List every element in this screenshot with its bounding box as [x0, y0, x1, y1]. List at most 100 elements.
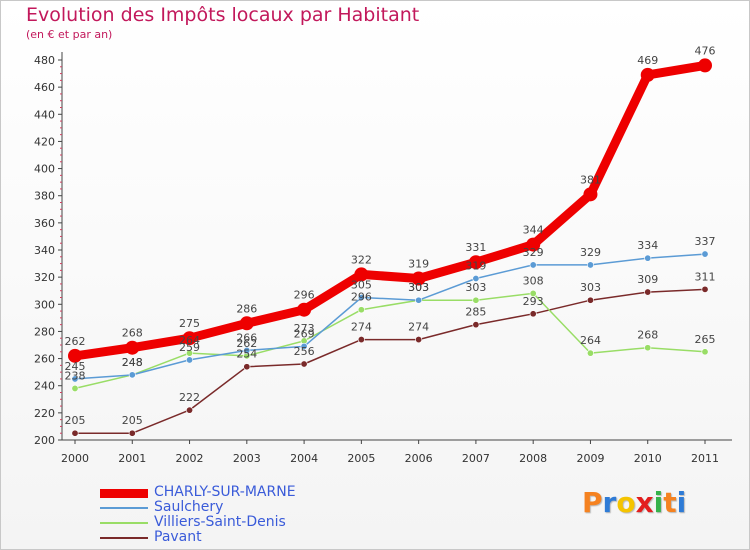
data-point-villiers-saint-denis — [644, 344, 652, 352]
y-tick-label: 220 — [34, 407, 55, 420]
data-point-villiers-saint-denis — [186, 349, 194, 357]
data-point-villiers-saint-denis — [701, 348, 709, 356]
logo-letter: t — [663, 486, 677, 519]
data-label-villiers-saint-denis: 262 — [236, 337, 257, 350]
y-tick-label: 360 — [34, 217, 55, 230]
data-label-pavant: 205 — [122, 414, 143, 427]
legend-swatch-charly-sur-marne — [100, 488, 148, 498]
x-tick-label: 2002 — [176, 452, 204, 465]
axes: 200 220 240 260 280 300 320 340 360 380 400 420 440 4… — [34, 52, 732, 465]
data-point-charly-sur-marne — [468, 255, 483, 270]
series-line-saulchery — [74, 253, 706, 380]
data-point-pavant — [71, 429, 79, 437]
data-label-villiers-saint-denis: 303 — [465, 281, 486, 294]
data-point-charly-sur-marne — [182, 331, 197, 346]
data-point-villiers-saint-denis — [472, 296, 480, 304]
data-point-pavant — [472, 321, 480, 329]
data-label-charly-sur-marne: 476 — [695, 44, 716, 57]
data-label-saulchery: 245 — [65, 360, 86, 373]
data-label-charly-sur-marne: 331 — [465, 241, 486, 254]
data-point-charly-sur-marne — [125, 340, 140, 355]
data-label-villiers-saint-denis: 238 — [65, 369, 86, 382]
logo-letter: o — [616, 486, 636, 519]
legend-swatch-villiers-saint-denis — [100, 522, 148, 524]
x-tick-label: 2011 — [691, 452, 719, 465]
data-label-saulchery: 319 — [465, 260, 486, 273]
data-label-saulchery: 337 — [695, 235, 716, 248]
data-point-charly-sur-marne — [354, 267, 369, 282]
logo-letter: i — [676, 486, 687, 519]
data-point-pavant — [357, 336, 365, 344]
data-label-villiers-saint-denis: 268 — [637, 329, 658, 342]
y-tick-label: 460 — [34, 81, 55, 94]
x-tick-label: 2004 — [290, 452, 318, 465]
data-point-charly-sur-marne — [239, 316, 254, 331]
data-label-charly-sur-marne: 262 — [65, 335, 86, 348]
data-point-saulchery — [243, 346, 251, 354]
data-label-charly-sur-marne: 286 — [236, 302, 257, 315]
data-point-pavant — [701, 285, 709, 293]
data-point-saulchery — [529, 261, 537, 269]
series-line-pavant — [74, 288, 706, 434]
y-tick-label: 240 — [34, 380, 55, 393]
data-point-pavant — [415, 336, 423, 344]
data-point-saulchery — [472, 274, 480, 282]
data-point-charly-sur-marne — [411, 271, 426, 286]
data-label-villiers-saint-denis: 273 — [294, 322, 315, 335]
legend-label-charly-sur-marne: CHARLY-SUR-MARNE — [154, 484, 296, 500]
data-label-charly-sur-marne: 322 — [351, 253, 372, 266]
data-point-pavant — [243, 363, 251, 371]
y-tick-label: 320 — [34, 271, 55, 284]
legend: CHARLY-SUR-MARNE Saulchery Villiers-Sain… — [100, 484, 360, 545]
data-label-saulchery: 266 — [236, 331, 257, 344]
x-tick-label: 2010 — [634, 452, 662, 465]
series-lines — [68, 58, 712, 437]
data-label-pavant: 303 — [580, 281, 601, 294]
data-label-pavant: 309 — [637, 273, 658, 286]
data-point-charly-sur-marne — [698, 58, 712, 73]
logo-letter: i — [653, 486, 664, 519]
data-point-pavant — [586, 296, 594, 304]
proxiti-logo[interactable]: Proxiti — [582, 486, 686, 519]
data-label-villiers-saint-denis: 265 — [695, 333, 716, 346]
data-point-pavant — [300, 360, 308, 368]
data-point-pavant — [529, 310, 537, 318]
legend-swatch-saulchery — [100, 507, 148, 509]
data-point-saulchery — [186, 356, 194, 364]
data-point-pavant — [128, 429, 136, 437]
legend-item-saulchery[interactable]: Saulchery — [100, 499, 360, 515]
data-label-pavant: 205 — [65, 414, 86, 427]
data-point-charly-sur-marne — [526, 237, 541, 252]
data-point-pavant — [644, 288, 652, 296]
legend-item-villiers-saint-denis[interactable]: Villiers-Saint-Denis — [100, 514, 360, 530]
data-label-charly-sur-marne: 296 — [294, 289, 315, 302]
y-tick-label: 400 — [34, 163, 55, 176]
data-label-charly-sur-marne: 268 — [122, 327, 143, 340]
y-tick-label: 200 — [34, 434, 55, 447]
data-point-villiers-saint-denis — [586, 349, 594, 357]
data-point-saulchery — [644, 254, 652, 262]
data-point-saulchery — [415, 296, 423, 304]
x-tick-label: 2008 — [519, 452, 547, 465]
data-label-villiers-saint-denis: 248 — [122, 356, 143, 369]
data-label-villiers-saint-denis: 264 — [179, 334, 200, 347]
logo-letter: r — [602, 486, 617, 519]
data-label-pavant: 311 — [695, 270, 716, 283]
x-tick-label: 2001 — [118, 452, 146, 465]
chart-subtitle: (en € et par an) — [26, 28, 113, 41]
data-label-saulchery: 305 — [351, 279, 372, 292]
data-label-charly-sur-marne: 319 — [408, 258, 429, 271]
data-label-pavant: 222 — [179, 391, 200, 404]
legend-swatch-pavant — [100, 537, 148, 539]
data-point-saulchery — [586, 261, 594, 269]
data-point-charly-sur-marne — [640, 67, 655, 82]
data-point-villiers-saint-denis — [71, 384, 79, 392]
data-label-pavant: 274 — [351, 321, 372, 334]
data-label-villiers-saint-denis: 303 — [408, 281, 429, 294]
legend-item-charly-sur-marne[interactable]: CHARLY-SUR-MARNE — [100, 484, 360, 500]
data-label-pavant: 254 — [236, 348, 257, 361]
legend-item-pavant[interactable]: Pavant — [100, 529, 360, 545]
data-label-pavant: 274 — [408, 321, 429, 334]
